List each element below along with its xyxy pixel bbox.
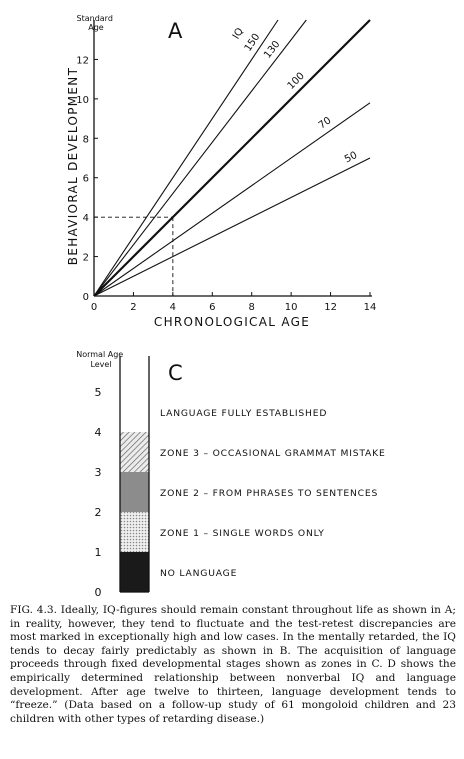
chart-a-line-iq-50 <box>93 157 371 297</box>
chart-a-x-tick-label: 6 <box>209 302 215 313</box>
chart-a-y-tick-label: 4 <box>83 213 89 224</box>
chart-c-zone-label-1: ZONE 1 – SINGLE WORDS ONLY <box>160 528 325 539</box>
chart-a-xlabel: CHRONOLOGICAL AGE <box>154 315 310 329</box>
chart-c-zone-labels: NO LANGUAGE ZONE 1 – SINGLE WORDS ONLY ZON… <box>160 408 386 579</box>
chart-a-series-label-100: 100 <box>286 71 307 92</box>
chart-c-zone-label-4: LANGUAGE FULLY ESTABLISHED <box>160 408 327 419</box>
chart-a-series <box>93 19 371 297</box>
ylabel-top-line-2: Level <box>90 360 111 369</box>
chart-c-y-tick-label: 0 <box>95 586 102 599</box>
chart-a-line-iq-150 <box>93 19 279 297</box>
ylabel-top-line-2: Age <box>88 23 104 32</box>
chart-a-y-tick-label: 10 <box>76 95 89 106</box>
chart-a-y-tick-label: 2 <box>83 253 89 264</box>
chart-a-x-tick-label: 2 <box>130 302 136 313</box>
chart-c-y-tick-label: 2 <box>95 506 102 519</box>
chart-a-x-tick-label: 4 <box>170 302 176 313</box>
chart-a-ylabel-top: Standard Age <box>77 14 116 32</box>
chart-c-column-frame <box>119 356 150 593</box>
chart-a: A Standard Age BEHAVIORAL DEVELOPMENT CH… <box>66 14 376 329</box>
chart-a-line-iq-100 <box>93 19 371 297</box>
chart-a-line-iq-130 <box>93 19 307 297</box>
chart-a-reference-lines <box>94 216 174 296</box>
chart-c-zone-1 <box>120 512 149 552</box>
chart-a-series-label-150: 150 <box>243 32 263 54</box>
chart-c-ylabel-top: Normal Age Level <box>76 350 126 369</box>
chart-a-x-tick-label: 12 <box>324 302 337 313</box>
chart-a-axes <box>93 20 372 297</box>
chart-a-x-tick-label: 14 <box>364 302 377 313</box>
chart-c-y-tick-label: 4 <box>95 426 102 439</box>
chart-a-panel-label: A <box>168 19 183 43</box>
figure-caption: FIG. 4.3. Ideally, IQ-figures should rem… <box>10 604 456 725</box>
chart-a-y-tick-label: 8 <box>83 134 89 145</box>
chart-c-y-tick-label: 3 <box>95 466 102 479</box>
chart-a-ylabel-top-text: Standard <box>77 14 113 23</box>
chart-a-series-label-70: 70 <box>317 115 334 131</box>
chart-c-zone-0 <box>120 552 149 592</box>
chart-c-zone-label-2: ZONE 2 – FROM PHRASES TO SENTENCES <box>160 488 378 499</box>
chart-a-series-prefix: IQ <box>231 26 246 41</box>
chart-c-zone-2 <box>120 472 149 512</box>
chart-c-zone-label-3: ZONE 3 – OCCASIONAL GRAMMAT MISTAKE <box>160 448 386 459</box>
chart-a-y-tick-label: 12 <box>76 55 89 66</box>
chart-c-y-tick-label: 5 <box>95 386 102 399</box>
chart-c-ticks: 0 1 2 3 4 5 <box>95 386 102 599</box>
chart-a-line-iq-70 <box>93 102 371 297</box>
chart-a-series-label-50: 50 <box>343 150 359 166</box>
chart-c-panel-label: C <box>168 361 183 385</box>
chart-c-zone-3 <box>120 432 149 472</box>
chart-c-ylabel-top-text: Normal Age <box>76 350 123 359</box>
chart-c-y-tick-label: 1 <box>95 546 102 559</box>
chart-c-zones <box>120 432 149 592</box>
chart-a-x-tick-label: 0 <box>91 302 97 313</box>
chart-a-x-tick-label: 8 <box>249 302 255 313</box>
chart-c: C Normal Age Level 0 1 2 3 4 5 NO LANGUAGE ZON… <box>76 350 386 599</box>
chart-a-ylabel: BEHAVIORAL DEVELOPMENT <box>66 67 80 265</box>
chart-a-ticks: 0 2 4 6 8 10 12 14 0 2 4 6 8 10 12 <box>76 55 376 313</box>
chart-a-series-label-130: 130 <box>262 39 282 61</box>
chart-a-y-tick-label: 0 <box>83 292 89 303</box>
chart-a-y-tick-label: 6 <box>83 174 89 185</box>
chart-a-x-tick-label: 10 <box>285 302 298 313</box>
chart-c-zone-label-0: NO LANGUAGE <box>160 568 237 579</box>
